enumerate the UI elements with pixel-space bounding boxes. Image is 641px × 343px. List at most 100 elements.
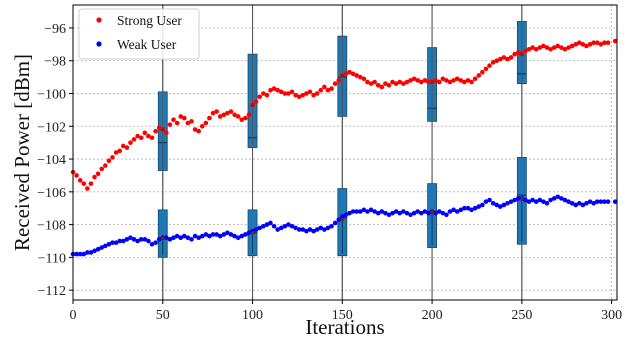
data-point <box>135 133 140 139</box>
data-point <box>243 115 248 121</box>
data-point <box>411 210 417 216</box>
data-point <box>81 251 87 257</box>
data-point <box>278 89 284 95</box>
x-axis-label: Iterations <box>305 315 384 339</box>
data-point <box>498 204 503 209</box>
data-point <box>390 79 395 85</box>
data-point <box>501 202 507 208</box>
legend-label-strong-user: Strong User <box>117 13 182 28</box>
data-point <box>113 150 119 155</box>
data-point <box>268 220 273 226</box>
data-point <box>433 210 438 216</box>
data-point <box>185 235 191 241</box>
data-point <box>243 232 248 237</box>
data-point <box>261 91 266 96</box>
data-point <box>347 69 352 75</box>
data-point <box>544 45 550 50</box>
data-point <box>551 45 557 50</box>
data-point <box>465 205 471 211</box>
data-point <box>526 46 532 52</box>
x-tick-label: 0 <box>70 308 77 323</box>
data-point <box>286 222 291 227</box>
data-point <box>559 45 564 50</box>
data-point <box>523 48 528 54</box>
data-point <box>207 115 212 121</box>
data-point <box>293 92 298 98</box>
data-point <box>340 214 345 219</box>
data-point <box>146 133 151 139</box>
data-point <box>379 84 385 90</box>
data-point <box>393 209 399 214</box>
data-point <box>336 78 342 83</box>
data-point <box>386 83 392 88</box>
data-point <box>106 158 112 163</box>
data-point <box>329 223 334 229</box>
data-point <box>74 251 79 257</box>
data-point <box>494 58 500 64</box>
data-point <box>278 225 284 231</box>
data-point <box>167 122 173 127</box>
data-point <box>307 227 313 232</box>
data-point <box>361 207 367 213</box>
data-point <box>214 232 219 237</box>
data-point <box>559 196 564 201</box>
data-point <box>164 130 169 136</box>
data-point <box>577 201 582 206</box>
data-point <box>533 46 539 52</box>
data-point <box>551 196 557 201</box>
data-point <box>433 78 438 83</box>
data-point <box>483 66 489 72</box>
data-point <box>537 45 543 50</box>
data-point <box>350 209 356 214</box>
data-point <box>577 40 582 45</box>
data-point <box>476 204 482 209</box>
data-point <box>88 250 94 255</box>
data-point <box>440 210 446 216</box>
data-point <box>304 91 309 96</box>
series-weak-user <box>70 194 618 257</box>
data-point <box>566 199 571 204</box>
data-point <box>268 87 273 93</box>
data-point <box>232 112 237 118</box>
data-point <box>343 71 349 77</box>
data-point <box>178 114 184 119</box>
data-point <box>515 50 521 55</box>
data-point <box>311 228 316 234</box>
data-point <box>383 81 388 86</box>
data-point <box>501 55 507 60</box>
data-point <box>454 209 460 214</box>
data-point <box>401 81 406 86</box>
data-point <box>275 227 280 232</box>
data-point <box>178 235 184 241</box>
data-point <box>336 217 342 222</box>
data-point <box>138 135 144 141</box>
data-point <box>512 51 517 57</box>
data-point <box>422 209 428 214</box>
data-point <box>584 201 589 206</box>
data-point <box>275 87 280 93</box>
data-point <box>106 241 112 247</box>
data-point <box>480 69 485 75</box>
data-point <box>103 163 108 168</box>
data-point <box>318 225 324 231</box>
data-point <box>207 233 212 239</box>
data-point <box>354 209 359 214</box>
data-point <box>99 245 105 250</box>
data-point <box>548 46 553 52</box>
data-point <box>88 181 94 186</box>
data-point <box>598 199 604 204</box>
data-point <box>458 207 464 213</box>
data-point <box>246 230 252 236</box>
data-point <box>408 212 413 218</box>
data-point <box>131 137 137 142</box>
data-point <box>483 199 489 204</box>
data-point <box>383 210 388 216</box>
data-point <box>235 235 241 241</box>
data-point <box>555 194 561 200</box>
weak-user-mean-marker <box>160 235 166 240</box>
data-point <box>153 240 158 245</box>
data-point <box>498 56 503 62</box>
data-point <box>221 112 227 118</box>
data-point <box>120 143 126 149</box>
